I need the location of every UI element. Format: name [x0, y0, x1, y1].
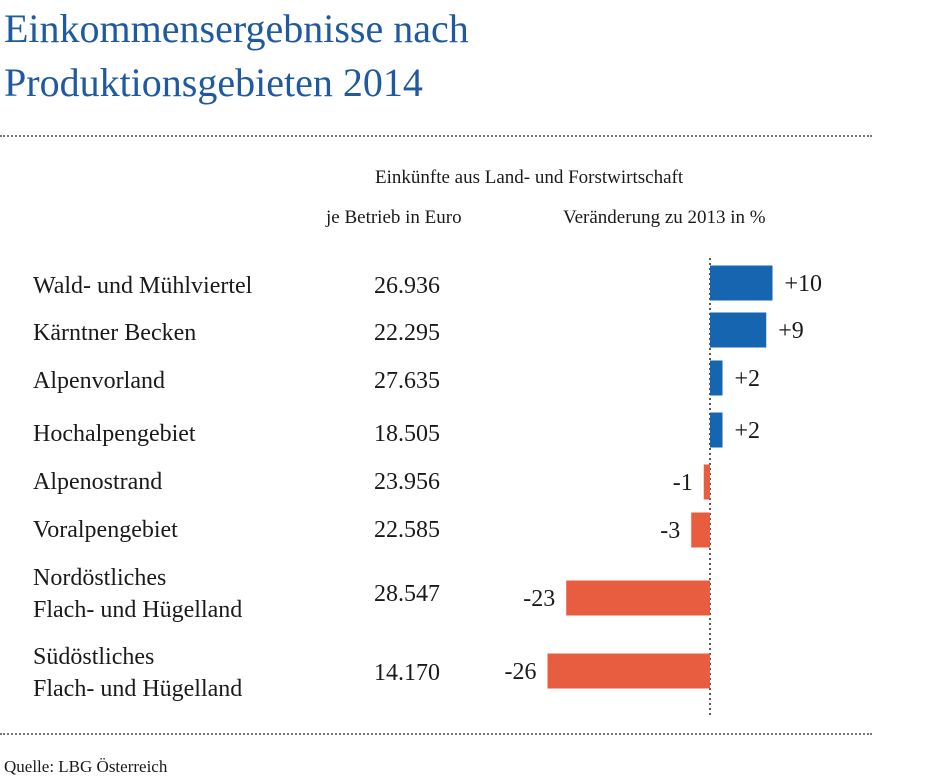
row-euro-value: 18.505 [374, 421, 440, 447]
source-note: Quelle: LBG Österreich [4, 757, 168, 776]
row-label: Alpenostrand [33, 466, 162, 498]
row-label-line: Hochalpengebiet [33, 421, 196, 447]
data-label: -23 [523, 586, 555, 612]
data-label: +10 [785, 271, 823, 297]
row-label-line: Voralpengebiet [33, 517, 178, 543]
row-label-line: Nordöstliches [33, 565, 167, 591]
group-header: Einkünfte aus Land- und Forstwirtschaft [375, 167, 684, 188]
data-label: +2 [735, 418, 761, 444]
row-label-line: Südöstliches [33, 644, 155, 670]
row-euro-value: 22.585 [374, 517, 440, 543]
row-euro-value: 23.956 [374, 469, 440, 495]
bar [710, 312, 767, 348]
bar [547, 653, 710, 689]
chart-title: Einkommensergebnisse nach Produktionsgeb… [4, 2, 469, 110]
bar [710, 412, 723, 448]
data-label: -3 [660, 518, 680, 544]
bar [710, 360, 723, 396]
row-label: Alpenvorland [33, 365, 165, 397]
row-euro-value: 28.547 [374, 581, 440, 607]
row-label: Hochalpengebiet [33, 418, 196, 450]
row-label-line: Wald- und Mühlviertel [33, 273, 253, 299]
data-label: -1 [673, 470, 693, 496]
chart-title-line-2: Produktionsgebieten 2014 [4, 60, 423, 105]
column-header-euro: je Betrieb in Euro [326, 207, 462, 228]
top-divider [0, 135, 872, 137]
row-label-line: Flach- und Hügelland [33, 676, 243, 702]
data-label: +2 [735, 366, 761, 392]
row-euro-value: 27.635 [374, 368, 440, 394]
bar [703, 464, 710, 500]
row-label: Wald- und Mühlviertel [33, 270, 252, 302]
row-label-line: Kärntner Becken [33, 320, 197, 346]
row-euro-value: 22.295 [374, 320, 440, 346]
row-label-line: Alpenostrand [33, 469, 163, 495]
bar [566, 580, 710, 616]
row-label-line: Flach- und Hügelland [33, 597, 243, 623]
row-label-line: Alpenvorland [33, 368, 165, 394]
chart-title-line-1: Einkommensergebnisse nach [4, 6, 469, 51]
data-label: -26 [505, 659, 537, 685]
row-label: Voralpengebiet [33, 514, 178, 546]
column-header-change: Veränderung zu 2013 in % [563, 207, 766, 228]
row-euro-value: 26.936 [374, 273, 440, 299]
row-label: Nordöstliches Flach- und Hügelland [33, 562, 242, 626]
row-label: Südöstliches Flach- und Hügelland [33, 641, 242, 705]
bottom-divider [0, 733, 872, 735]
data-label: +9 [778, 318, 804, 344]
row-label: Kärntner Becken [33, 317, 196, 349]
bar [710, 265, 773, 301]
bar [691, 512, 710, 548]
row-euro-value: 14.170 [374, 660, 440, 686]
